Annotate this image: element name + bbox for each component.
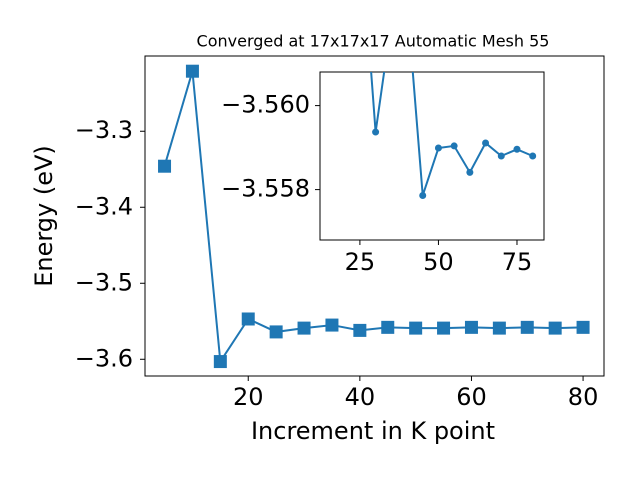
x-axis-label: Increment in K point xyxy=(251,417,495,445)
marker xyxy=(419,191,427,199)
x-tick-label: 60 xyxy=(456,383,487,411)
x-tick-label: 25 xyxy=(345,248,376,276)
marker xyxy=(297,321,311,335)
x-tick-label: 20 xyxy=(233,383,264,411)
y-tick-label: −3.560 xyxy=(221,91,310,119)
marker xyxy=(158,159,172,173)
chart-title: Converged at 17x17x17 Automatic Mesh 55 xyxy=(197,32,550,51)
marker xyxy=(325,318,339,332)
marker xyxy=(404,0,411,4)
marker xyxy=(466,168,474,176)
marker xyxy=(450,142,458,150)
marker xyxy=(520,320,534,334)
y-axis-label: Energy (eV) xyxy=(30,145,58,287)
x-tick-label: 50 xyxy=(423,248,454,276)
x-tick-label: 75 xyxy=(502,248,533,276)
marker xyxy=(353,323,367,337)
marker xyxy=(513,145,521,153)
marker xyxy=(548,321,562,335)
marker xyxy=(372,128,380,136)
marker xyxy=(185,64,199,78)
marker xyxy=(437,321,451,335)
line xyxy=(163,70,584,365)
marker xyxy=(409,321,423,335)
marker xyxy=(464,320,478,334)
marker xyxy=(269,325,283,339)
marker xyxy=(482,139,490,147)
marker xyxy=(576,320,590,334)
marker xyxy=(388,18,395,25)
marker xyxy=(529,152,537,160)
x-tick-label: 40 xyxy=(345,383,376,411)
marker xyxy=(213,355,227,369)
y-tick-label: −3.3 xyxy=(75,116,133,144)
marker xyxy=(492,321,506,335)
y-tick-label: −3.6 xyxy=(75,344,133,372)
marker xyxy=(381,320,395,334)
marker xyxy=(434,144,442,152)
marker xyxy=(241,312,255,326)
series xyxy=(158,64,590,369)
y-tick-label: −3.4 xyxy=(75,192,133,220)
y-tick-label: −3.5 xyxy=(75,268,133,296)
y-tick-label: −3.558 xyxy=(221,175,310,203)
series xyxy=(370,0,537,199)
plot-area xyxy=(319,71,545,241)
marker xyxy=(497,152,505,160)
x-tick-label: 80 xyxy=(568,383,599,411)
